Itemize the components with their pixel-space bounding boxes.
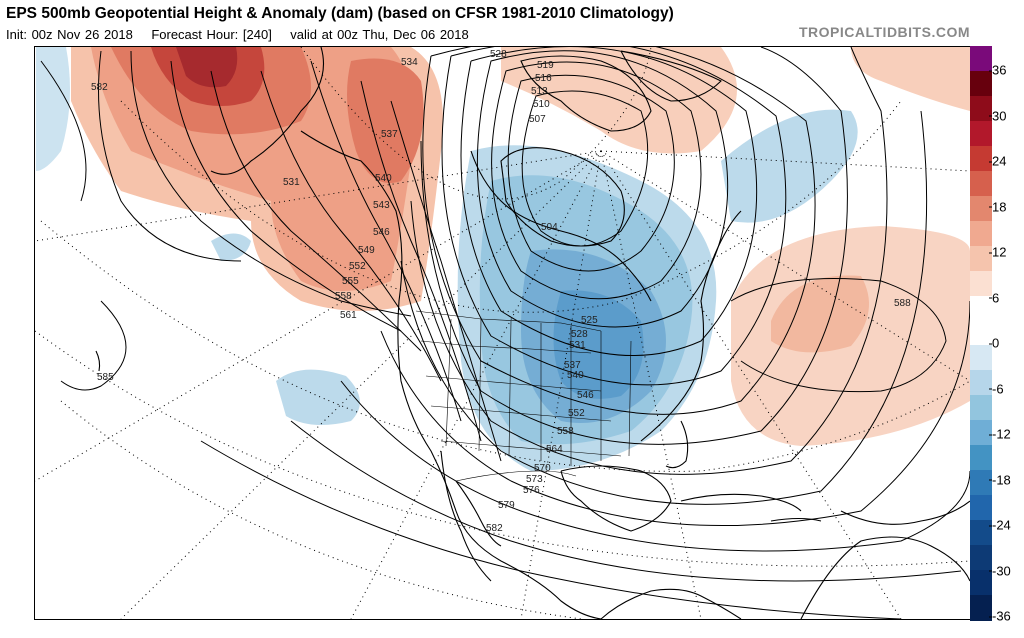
colorbar-tick-label: -6: [989, 381, 1004, 396]
contour-label: 549: [358, 245, 375, 256]
contour-label: 552: [349, 261, 366, 272]
contour-label: 573: [526, 474, 543, 485]
contour-label: 519: [537, 60, 554, 71]
colorbar-segment: [970, 470, 992, 496]
contour-label: 540: [375, 173, 392, 184]
contour-label: 579: [498, 500, 515, 511]
contour-label: 513: [531, 86, 548, 97]
colorbar-tick-label: -12: [989, 426, 1011, 442]
colorbar-segment: [970, 95, 992, 122]
colorbar-segment: [970, 520, 992, 546]
contour-label: 531: [283, 177, 300, 188]
contour-label: 555: [342, 276, 359, 287]
contour-label: 588: [894, 298, 911, 309]
contour-label: 537: [564, 360, 581, 371]
colorbar-segment: [970, 295, 992, 322]
height-contours: [40, 47, 970, 619]
anomaly-map: 582 528 534 519 516 513 510 507 537 531 …: [35, 47, 970, 619]
colorbar-segment: [970, 245, 992, 272]
colorbar-tick-label: 24: [988, 153, 1007, 169]
contour-label: 564: [546, 444, 563, 455]
contour-label: 582: [91, 82, 108, 93]
valid-time: valid at 00z Thu, Dec 06 2018: [290, 27, 469, 42]
contour-label: 585: [97, 372, 114, 383]
colorbar-segment: [970, 220, 992, 247]
contour-label: 543: [373, 200, 390, 211]
contour-label: 552: [568, 408, 585, 419]
contour-label: 576: [523, 485, 540, 496]
colorbar-tick-label: -30: [989, 563, 1011, 578]
site-credit: TROPICALTIDBITS.COM: [798, 24, 970, 40]
contour-label: 546: [577, 390, 594, 401]
colorbar-tick-label: -36: [989, 608, 1011, 624]
colorbar-segment: [970, 445, 992, 471]
init-time: Init: 00z Nov 26 2018: [6, 27, 133, 42]
colorbar-tick-label: 18: [988, 199, 1007, 214]
colorbar-tick-label: 30: [988, 108, 1007, 123]
coastlines: [95, 47, 970, 619]
contour-label: 540: [567, 370, 584, 381]
colorbar-segment: [970, 195, 992, 222]
contour-label: 528: [571, 329, 588, 340]
negative-anomaly-shading: [36, 47, 858, 472]
colorbar-tick-label: -24: [989, 517, 1011, 533]
colorbar-tick-label: -18: [989, 472, 1011, 487]
contour-label: 537: [381, 129, 398, 140]
contour-label: 558: [335, 291, 352, 302]
contour-label: 525: [581, 315, 598, 326]
colorbar-segment: [970, 595, 992, 621]
colorbar-segment: [970, 70, 992, 97]
colorbar-tick-label: 12: [988, 244, 1007, 260]
run-info: Init: 00z Nov 26 2018 Forecast Hour: [24…: [6, 27, 469, 42]
colorbar-segment: [970, 370, 992, 396]
contour-label: 582: [486, 523, 503, 534]
contour-label: 504: [541, 222, 558, 233]
colorbar-tick-label: 0: [988, 335, 1000, 351]
contour-label: 558: [557, 426, 574, 437]
colorbar-segment: [970, 545, 992, 571]
contour-labels: 582 528 534 519 516 513 510 507 537 531 …: [91, 49, 911, 534]
contour-label: 516: [535, 73, 552, 84]
forecast-hour: Forecast Hour: [240]: [151, 27, 272, 42]
colorbar-segment: [970, 320, 992, 347]
colorbar-segment: [970, 145, 992, 172]
anomaly-colorbar: [970, 46, 992, 621]
colorbar-tick-label: 6: [988, 290, 1000, 305]
colorbar-segment: [970, 46, 992, 72]
contour-label: 534: [401, 57, 418, 68]
contour-label: 546: [373, 227, 390, 238]
colorbar-tick-label: 36: [988, 62, 1007, 78]
contour-label: 510: [533, 99, 550, 110]
colorbar-segment: [970, 120, 992, 147]
colorbar-segment: [970, 395, 992, 421]
contour-label: 528: [490, 49, 507, 60]
colorbar-segment: [970, 345, 992, 372]
contour-label: 531: [569, 340, 586, 351]
graticule: [35, 47, 970, 619]
colorbar-segment: [970, 420, 992, 446]
map-title: EPS 500mb Geopotential Height & Anomaly …: [6, 5, 674, 22]
colorbar-segment: [970, 270, 992, 297]
contour-label: 507: [529, 114, 546, 125]
colorbar-segment: [970, 570, 992, 596]
colorbar-segment: [970, 170, 992, 197]
colorbar-segment: [970, 495, 992, 521]
map-panel: 582 528 534 519 516 513 510 507 537 531 …: [34, 46, 971, 620]
contour-label: 561: [340, 310, 357, 321]
contour-label: 570: [534, 463, 551, 474]
colorbar-ticks: 36 30 24 18 12 6 0 -6 -12 -18 -24 -30 -36: [988, 46, 1024, 624]
